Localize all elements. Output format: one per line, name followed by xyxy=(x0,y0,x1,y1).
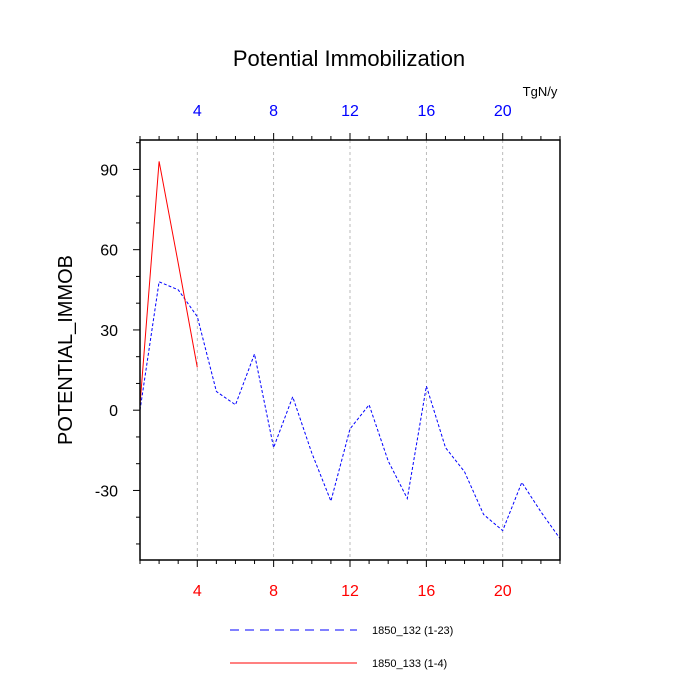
y-tick-label: 60 xyxy=(100,243,118,260)
x-tick-label-top: 16 xyxy=(417,103,435,120)
x-tick-label-top: 20 xyxy=(494,103,512,120)
y-tick-label: 30 xyxy=(100,323,118,340)
x-tick-label-bottom: 12 xyxy=(341,583,359,600)
top-axis-unit-label: TgN/y xyxy=(523,84,558,99)
x-tick-label-top: 8 xyxy=(269,103,278,120)
gridlines xyxy=(196,140,504,560)
series-line xyxy=(139,281,561,539)
x-tick-label-bottom: 8 xyxy=(269,583,278,600)
tick-labels: 4 4 8 8 12 12 16 16 20 20 90 60 30 0 -30 xyxy=(95,103,512,600)
series-lines xyxy=(139,161,561,539)
legend-label: 1850_133 (1-4) xyxy=(372,658,447,670)
x-tick-label-bottom: 4 xyxy=(193,583,202,600)
legend: 1850_132 (1-23) 1850_133 (1-4) xyxy=(230,625,453,670)
y-axis-label: POTENTIAL_IMMOB xyxy=(55,255,77,445)
y-tick-label: -30 xyxy=(95,483,118,500)
legend-label: 1850_132 (1-23) xyxy=(372,625,453,637)
y-tick-label: 90 xyxy=(100,162,118,179)
series-line xyxy=(139,161,198,405)
chart-title: Potential Immobilization xyxy=(233,46,465,71)
x-tick-label-bottom: 16 xyxy=(417,583,435,600)
x-tick-label-top: 12 xyxy=(341,103,359,120)
axis-ticks xyxy=(133,133,561,567)
x-tick-label-bottom: 20 xyxy=(494,583,512,600)
x-tick-label-top: 4 xyxy=(193,103,202,120)
y-tick-label: 0 xyxy=(109,403,118,420)
